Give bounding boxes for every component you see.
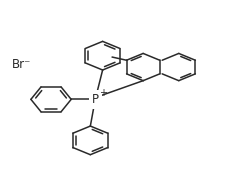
Text: P: P [92,93,99,106]
Text: Br⁻: Br⁻ [12,58,31,71]
Text: +: + [99,88,107,98]
